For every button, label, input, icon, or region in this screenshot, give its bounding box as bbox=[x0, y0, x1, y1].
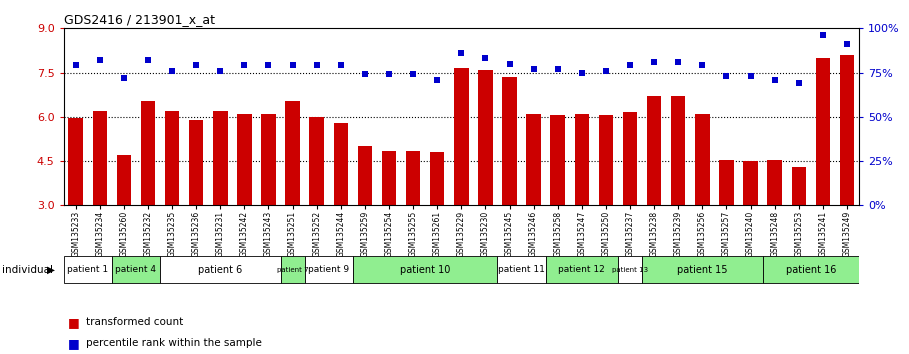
Point bbox=[116, 75, 131, 81]
Point bbox=[189, 63, 204, 68]
Bar bbox=[744, 161, 758, 205]
Bar bbox=[165, 111, 179, 205]
Text: patient 9: patient 9 bbox=[308, 266, 349, 274]
Text: patient 7: patient 7 bbox=[276, 267, 308, 273]
Point bbox=[574, 70, 589, 75]
Text: GDS2416 / 213901_x_at: GDS2416 / 213901_x_at bbox=[64, 13, 215, 26]
Bar bbox=[189, 120, 204, 205]
Bar bbox=[647, 96, 662, 205]
FancyBboxPatch shape bbox=[642, 256, 763, 284]
Bar bbox=[430, 152, 445, 205]
Bar bbox=[93, 111, 107, 205]
Point bbox=[526, 66, 541, 72]
Text: percentile rank within the sample: percentile rank within the sample bbox=[86, 338, 262, 348]
Bar bbox=[840, 55, 854, 205]
Point bbox=[309, 63, 324, 68]
Bar bbox=[815, 58, 830, 205]
Text: patient 6: patient 6 bbox=[198, 265, 243, 275]
Bar bbox=[503, 77, 516, 205]
Bar bbox=[792, 167, 806, 205]
FancyBboxPatch shape bbox=[618, 256, 642, 284]
FancyBboxPatch shape bbox=[497, 256, 545, 284]
Bar bbox=[141, 101, 155, 205]
Bar bbox=[406, 151, 420, 205]
Bar bbox=[671, 96, 685, 205]
Point bbox=[623, 63, 637, 68]
Text: patient 12: patient 12 bbox=[558, 266, 605, 274]
Bar bbox=[719, 160, 734, 205]
Text: patient 1: patient 1 bbox=[67, 266, 108, 274]
Point bbox=[141, 57, 155, 63]
Point bbox=[68, 63, 83, 68]
Point bbox=[261, 63, 275, 68]
Text: patient 10: patient 10 bbox=[400, 265, 450, 275]
Text: individual: individual bbox=[2, 265, 53, 275]
FancyBboxPatch shape bbox=[64, 256, 112, 284]
FancyBboxPatch shape bbox=[545, 256, 618, 284]
Bar bbox=[454, 68, 468, 205]
FancyBboxPatch shape bbox=[305, 256, 353, 284]
Point bbox=[478, 56, 493, 61]
Point bbox=[815, 33, 830, 38]
Point bbox=[599, 68, 614, 74]
Text: patient 16: patient 16 bbox=[785, 265, 836, 275]
Point bbox=[405, 72, 420, 77]
Point bbox=[237, 63, 252, 68]
Bar bbox=[357, 146, 372, 205]
Bar bbox=[478, 70, 493, 205]
Point bbox=[382, 72, 396, 77]
Point bbox=[503, 61, 517, 67]
Bar bbox=[116, 155, 131, 205]
Point bbox=[334, 63, 348, 68]
Bar bbox=[68, 118, 83, 205]
Bar bbox=[526, 114, 541, 205]
FancyBboxPatch shape bbox=[353, 256, 497, 284]
Bar bbox=[551, 115, 565, 205]
Bar bbox=[334, 123, 348, 205]
Point bbox=[551, 66, 565, 72]
Point bbox=[792, 80, 806, 86]
Point bbox=[454, 50, 469, 56]
Bar bbox=[695, 114, 710, 205]
Text: patient 13: patient 13 bbox=[612, 267, 648, 273]
Point bbox=[767, 77, 782, 82]
Bar bbox=[623, 113, 637, 205]
Text: ▶: ▶ bbox=[47, 265, 55, 275]
Bar bbox=[309, 117, 324, 205]
Point bbox=[695, 63, 710, 68]
Point bbox=[647, 59, 662, 65]
Bar bbox=[767, 160, 782, 205]
FancyBboxPatch shape bbox=[763, 256, 859, 284]
Text: patient 4: patient 4 bbox=[115, 266, 156, 274]
Text: transformed count: transformed count bbox=[86, 317, 184, 327]
Bar bbox=[382, 151, 396, 205]
Text: ■: ■ bbox=[68, 316, 80, 329]
Point bbox=[719, 73, 734, 79]
Bar bbox=[237, 114, 252, 205]
Bar bbox=[599, 115, 614, 205]
Point bbox=[671, 59, 685, 65]
Point bbox=[213, 68, 227, 74]
FancyBboxPatch shape bbox=[281, 256, 305, 284]
Bar bbox=[213, 111, 227, 205]
Point bbox=[744, 73, 758, 79]
Bar bbox=[285, 101, 300, 205]
FancyBboxPatch shape bbox=[112, 256, 160, 284]
Point bbox=[165, 68, 179, 74]
FancyBboxPatch shape bbox=[160, 256, 281, 284]
Bar bbox=[574, 114, 589, 205]
Point bbox=[285, 63, 300, 68]
Point bbox=[840, 41, 854, 47]
Point bbox=[93, 57, 107, 63]
Text: patient 15: patient 15 bbox=[677, 265, 727, 275]
Text: ■: ■ bbox=[68, 337, 80, 350]
Text: patient 11: patient 11 bbox=[498, 266, 545, 274]
Point bbox=[430, 77, 445, 82]
Bar bbox=[261, 114, 275, 205]
Point bbox=[357, 72, 372, 77]
